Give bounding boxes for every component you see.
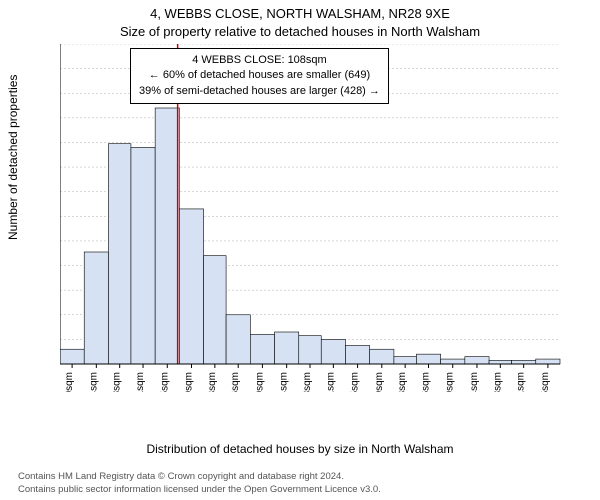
svg-text:40sqm: 40sqm — [64, 372, 75, 392]
histogram-bar — [394, 357, 416, 364]
histogram-bar — [84, 252, 108, 364]
svg-text:191sqm: 191sqm — [325, 372, 336, 392]
histogram-bar — [275, 332, 299, 364]
footer-line-2: Contains public sector information licen… — [18, 484, 381, 496]
histogram-bar — [489, 360, 511, 364]
svg-text:164sqm: 164sqm — [279, 372, 290, 392]
svg-text:205sqm: 205sqm — [350, 372, 361, 392]
svg-text:81sqm: 81sqm — [135, 372, 146, 392]
histogram-bar — [370, 349, 394, 364]
histogram-bar — [226, 315, 250, 364]
svg-text:301sqm: 301sqm — [516, 372, 527, 392]
attribution-footer: Contains HM Land Registry data © Crown c… — [18, 471, 381, 496]
footer-line-1: Contains HM Land Registry data © Crown c… — [18, 471, 381, 483]
histogram-bar — [465, 357, 489, 364]
histogram-bar — [299, 336, 321, 364]
svg-text:68sqm: 68sqm — [112, 372, 123, 392]
histogram-bar — [131, 147, 155, 364]
svg-text:109sqm: 109sqm — [183, 372, 194, 392]
histogram-bar — [250, 334, 274, 364]
chart-title-line1: 4, WEBBS CLOSE, NORTH WALSHAM, NR28 9XE — [0, 6, 600, 21]
histogram-bar — [416, 354, 440, 364]
histogram-bar — [155, 108, 179, 364]
annot-line-3: 39% of semi-detached houses are larger (… — [139, 84, 380, 99]
svg-text:150sqm: 150sqm — [254, 372, 265, 392]
histogram-bar — [536, 359, 560, 364]
chart-subtitle: Size of property relative to detached ho… — [0, 24, 600, 39]
y-axis-label: Number of detached properties — [6, 75, 20, 240]
histogram-bar — [345, 346, 369, 364]
histogram-bar — [512, 360, 536, 364]
annot-line-2: ← 60% of detached houses are smaller (64… — [139, 68, 380, 83]
svg-text:233sqm: 233sqm — [397, 372, 408, 392]
svg-text:54sqm: 54sqm — [88, 372, 99, 392]
svg-text:274sqm: 274sqm — [469, 372, 480, 392]
histogram-bar — [108, 144, 130, 364]
svg-text:178sqm: 178sqm — [302, 372, 313, 392]
svg-text:288sqm: 288sqm — [492, 372, 503, 392]
histogram-bar — [204, 256, 226, 364]
svg-text:95sqm: 95sqm — [159, 372, 170, 392]
svg-text:219sqm: 219sqm — [374, 372, 385, 392]
histogram-bar — [321, 339, 345, 364]
histogram-bar — [441, 359, 465, 364]
svg-text:260sqm: 260sqm — [445, 372, 456, 392]
svg-text:123sqm: 123sqm — [207, 372, 218, 392]
svg-text:136sqm: 136sqm — [230, 372, 241, 392]
histogram-bar — [179, 209, 203, 364]
annot-line-1: 4 WEBBS CLOSE: 108sqm — [139, 53, 380, 68]
svg-text:315sqm: 315sqm — [540, 372, 551, 392]
x-axis-label: Distribution of detached houses by size … — [0, 442, 600, 456]
svg-text:246sqm: 246sqm — [421, 372, 432, 392]
annotation-box: 4 WEBBS CLOSE: 108sqm ← 60% of detached … — [130, 48, 389, 104]
histogram-bar — [60, 349, 84, 364]
